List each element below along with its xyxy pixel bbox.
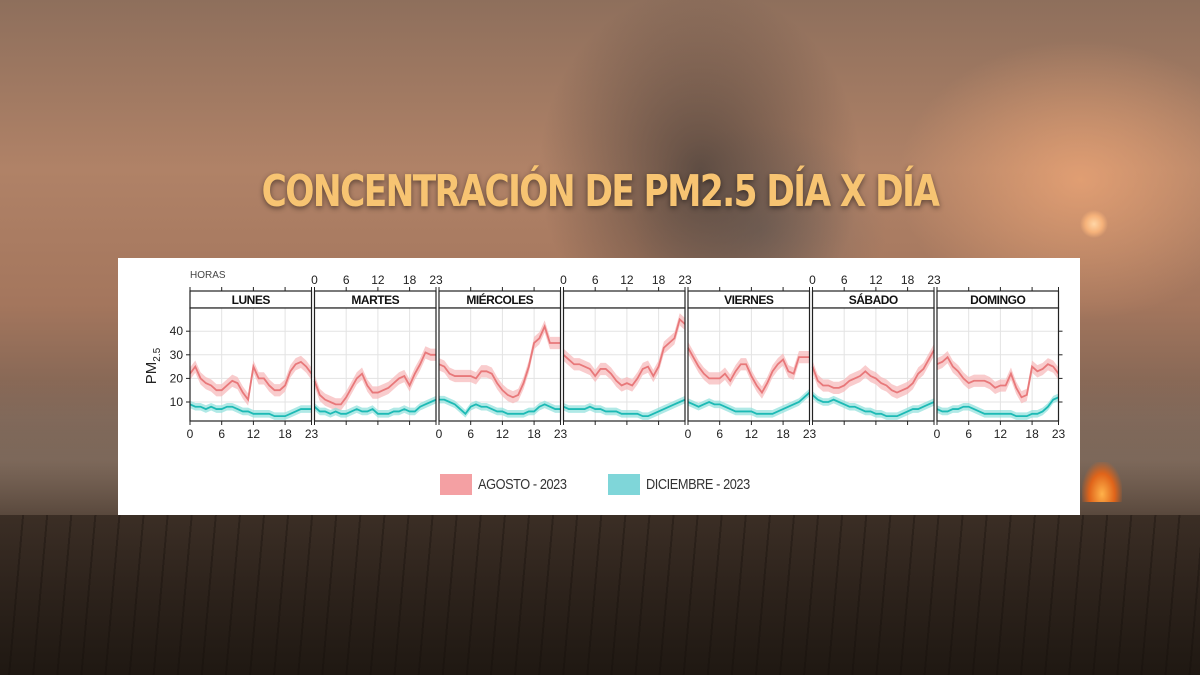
panel-title: VIERNES xyxy=(724,293,774,307)
x-tick-label: 6 xyxy=(467,427,474,441)
series-line-agosto xyxy=(936,355,1060,399)
x-tick-label: 0 xyxy=(685,427,692,441)
x-tick-label: 12 xyxy=(620,273,634,287)
series-line-diciembre xyxy=(936,396,1059,418)
x-tick-label: 0 xyxy=(809,273,816,287)
x-tick-label: 0 xyxy=(436,427,443,441)
panel-frame xyxy=(687,307,811,422)
series-line-agosto xyxy=(562,317,686,387)
panel-frame xyxy=(562,307,686,422)
background-burned-field xyxy=(0,515,1200,675)
x-tick-label: 23 xyxy=(554,427,568,441)
confidence-band xyxy=(190,400,312,420)
y-tick-label: 10 xyxy=(170,395,184,409)
panel-frame xyxy=(438,307,562,422)
panel-frame xyxy=(811,307,935,422)
series-line-diciembre xyxy=(687,391,811,415)
x-tick-label: 6 xyxy=(965,427,972,441)
horas-label: HORAS xyxy=(190,270,226,281)
series-line-agosto xyxy=(189,360,313,402)
series-line-diciembre xyxy=(313,398,437,415)
panel-title: MIÉRCOLES xyxy=(466,292,533,307)
x-tick-label: 12 xyxy=(994,427,1008,441)
x-tick-label: 23 xyxy=(803,427,817,441)
y-axis-label: PM2.5 xyxy=(143,347,163,384)
x-tick-label: 6 xyxy=(716,427,723,441)
x-tick-label: 12 xyxy=(745,427,759,441)
series-line-diciembre xyxy=(811,394,935,418)
fire-glow xyxy=(1082,462,1122,502)
x-tick-label: 18 xyxy=(1025,427,1039,441)
panel-frame xyxy=(313,307,437,422)
x-tick-label: 0 xyxy=(187,427,194,441)
panel-frame xyxy=(189,307,313,422)
panel-title: SÁBADO xyxy=(849,292,898,307)
confidence-band xyxy=(314,395,436,418)
x-tick-label: 18 xyxy=(403,273,417,287)
x-tick-label: 6 xyxy=(218,427,225,441)
series-line-diciembre xyxy=(439,398,561,416)
y-tick-label: 30 xyxy=(170,348,184,362)
x-tick-label: 12 xyxy=(869,273,883,287)
panel-title: DOMINGO xyxy=(970,293,1025,307)
legend-item-diciembre: DICIEMBRE - 2023 xyxy=(608,474,768,495)
x-tick-label: 23 xyxy=(305,427,319,441)
confidence-band xyxy=(937,393,1059,420)
x-tick-label: 18 xyxy=(527,427,541,441)
x-tick-label: 0 xyxy=(311,273,318,287)
x-tick-label: 12 xyxy=(371,273,385,287)
confidence-band xyxy=(812,343,934,399)
panel-title: LUNES xyxy=(232,293,271,307)
series-line-diciembre xyxy=(563,398,686,418)
x-tick-label: 23 xyxy=(678,273,692,287)
chart-legend: AGOSTO - 2023 DICIEMBRE - 2023 xyxy=(440,474,794,495)
x-tick-label: 23 xyxy=(429,273,443,287)
legend-swatch-agosto xyxy=(440,474,472,495)
page-title: CONCENTRACIÓN DE PM2.5 DÍA X DÍA xyxy=(261,166,940,217)
x-tick-label: 12 xyxy=(496,427,510,441)
pm25-faceted-line-chart: HORAS PM2.5 LUNES 0 6 12 18 23 MARTES 0 6 12 18 23 MIÉ… xyxy=(143,270,1066,441)
x-tick-label: 6 xyxy=(841,273,848,287)
x-tick-label: 6 xyxy=(592,273,599,287)
x-tick-label: 18 xyxy=(652,273,666,287)
series-line-agosto xyxy=(687,347,810,395)
series-line-agosto xyxy=(438,323,561,399)
x-tick-label: 18 xyxy=(278,427,292,441)
x-tick-label: 12 xyxy=(247,427,261,441)
legend-item-agosto: AGOSTO - 2023 xyxy=(440,474,582,495)
chart-card: HORAS PM2.5 LUNES 0 6 12 18 23 MARTES 0 6 12 18 23 MIÉ… xyxy=(118,258,1080,515)
x-tick-label: 23 xyxy=(927,273,941,287)
panel-title: MARTES xyxy=(351,293,399,307)
y-tick-label: 40 xyxy=(170,324,184,338)
legend-label-diciembre: DICIEMBRE - 2023 xyxy=(646,476,750,493)
x-tick-label: 0 xyxy=(934,427,941,441)
panel-strip-jueves xyxy=(562,290,686,309)
series-line-agosto xyxy=(811,349,935,394)
x-tick-label: 18 xyxy=(901,273,915,287)
series-line-diciembre xyxy=(189,403,312,418)
x-tick-label: 23 xyxy=(1052,427,1066,441)
series-line-agosto xyxy=(313,351,436,406)
y-tick-label: 20 xyxy=(170,371,184,385)
x-tick-label: 6 xyxy=(343,273,350,287)
x-tick-label: 18 xyxy=(776,427,790,441)
confidence-band xyxy=(314,346,436,411)
x-tick-label: 0 xyxy=(560,273,567,287)
panel-frame xyxy=(936,307,1060,422)
legend-label-agosto: AGOSTO - 2023 xyxy=(478,476,567,493)
legend-swatch-diciembre xyxy=(608,474,641,495)
